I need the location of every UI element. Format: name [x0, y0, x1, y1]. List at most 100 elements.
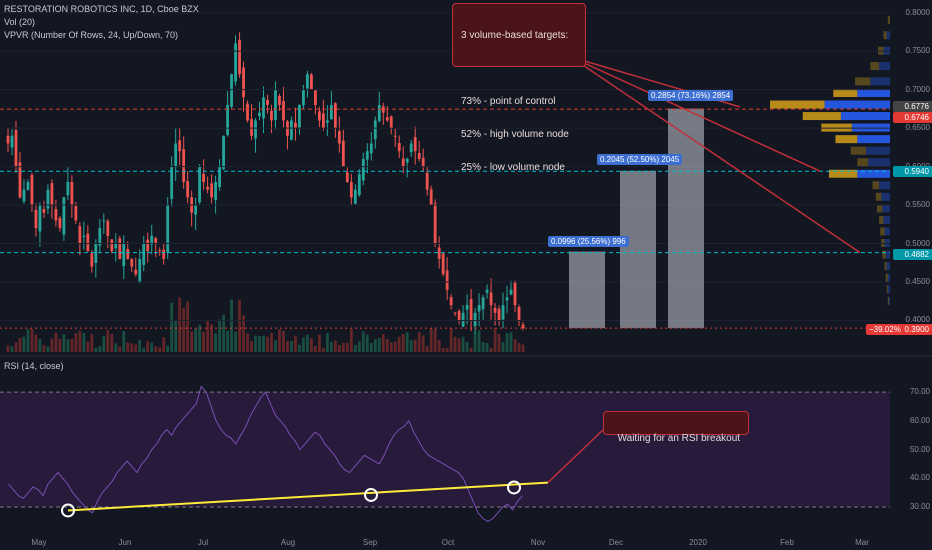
- candle-body: [158, 250, 162, 252]
- candle-body: [513, 282, 517, 306]
- volume-bar: [317, 334, 321, 352]
- candle-body: [314, 90, 317, 106]
- candle-body: [162, 249, 166, 259]
- rsi-indicator-label[interactable]: RSI (14, close): [4, 361, 64, 371]
- vpvr-down-bar: [850, 146, 866, 155]
- time-axis-tick: Aug: [280, 538, 296, 547]
- candle-body: [18, 162, 22, 198]
- volume-bar: [246, 333, 249, 352]
- candle-body: [42, 209, 46, 213]
- volume-bar: [194, 328, 198, 352]
- candle-body: [114, 243, 118, 249]
- candle-body: [70, 182, 74, 206]
- candle-body: [110, 239, 114, 252]
- candle-body: [198, 166, 202, 203]
- volume-bar: [274, 340, 277, 352]
- volume-bar: [22, 336, 26, 352]
- candle-body: [365, 151, 369, 160]
- vpvr-indicator-label[interactable]: VPVR (Number Of Rows, 24, Up/Down, 70): [4, 30, 179, 40]
- volume-bar: [445, 347, 449, 352]
- time-axis-tick: May: [31, 538, 47, 547]
- volume-bar: [345, 342, 349, 352]
- volume-bar: [78, 330, 82, 352]
- candle-body: [385, 117, 389, 121]
- candle-body: [310, 74, 313, 90]
- targets-callout[interactable]: 3 volume-based targets: 73% - point of c…: [452, 3, 586, 173]
- candle-body: [369, 143, 373, 154]
- candle-body: [14, 129, 18, 167]
- volume-bar: [94, 347, 98, 352]
- rsi-breakout-callout[interactable]: Waiting for an RSI breakout: [603, 411, 750, 444]
- target-lvn-line: 25% - low volume node: [461, 162, 565, 173]
- volume-bar: [481, 342, 485, 352]
- candle-body: [26, 181, 30, 190]
- volume-bar: [166, 345, 170, 352]
- candle-body: [469, 299, 473, 321]
- volume-bar: [409, 340, 413, 352]
- candle-body: [489, 292, 493, 306]
- candle-body: [66, 181, 70, 196]
- candle-body: [122, 243, 126, 267]
- candle-body: [166, 205, 170, 253]
- candle-body: [493, 307, 497, 313]
- candle-body: [401, 158, 405, 167]
- candle-body: [86, 233, 90, 252]
- rsi-trendline: [67, 481, 549, 512]
- vpvr-up-bar: [884, 227, 890, 236]
- volume-bar: [230, 299, 233, 352]
- vpvr-up-bar: [885, 250, 890, 259]
- vpvr-up-bar: [886, 262, 890, 271]
- candle-body: [501, 305, 505, 320]
- candle-body: [218, 166, 221, 188]
- rsi-axis-tick: 50.00: [909, 444, 930, 454]
- volume-bar: [425, 346, 429, 352]
- volume-bar: [134, 344, 138, 352]
- measure-label-lvn: 0.0996 (25.56%) 996: [548, 236, 629, 247]
- volume-bar: [210, 324, 214, 352]
- time-axis-tick: Jul: [197, 538, 209, 547]
- volume-indicator-label[interactable]: Vol (20): [4, 17, 36, 27]
- volume-bar: [437, 340, 441, 352]
- volume-bar: [381, 334, 385, 352]
- candle-body: [421, 157, 425, 167]
- callout-connector: [570, 56, 821, 172]
- volume-bar: [449, 328, 453, 352]
- rsi-axis-tick: 40.00: [909, 473, 930, 483]
- candle-body: [142, 243, 146, 265]
- volume-bar: [393, 341, 397, 352]
- candle-body: [46, 189, 50, 209]
- volume-bar: [469, 347, 473, 352]
- vpvr-up-bar: [887, 285, 890, 294]
- volume-bar: [114, 343, 118, 352]
- volume-bar: [106, 330, 110, 352]
- candle-body: [321, 113, 325, 129]
- candle-body: [477, 305, 481, 312]
- vpvr-up-bar: [887, 273, 890, 282]
- vpvr-up-bar: [882, 204, 890, 213]
- candle-body: [206, 186, 210, 190]
- candle-body: [333, 103, 337, 129]
- candle-body: [417, 152, 421, 159]
- vpvr-down-bar: [887, 15, 890, 24]
- volume-bar: [405, 332, 409, 352]
- volume-bar: [337, 345, 341, 352]
- time-axis-tick: Nov: [530, 538, 546, 547]
- volume-bar: [218, 319, 221, 352]
- candle-body: [345, 172, 349, 182]
- volume-bar: [325, 332, 329, 352]
- measure-bar: [569, 251, 605, 329]
- vpvr-up-bar: [868, 158, 890, 167]
- vpvr-up-bar: [883, 215, 890, 224]
- volume-bar: [74, 333, 78, 352]
- price-badge-lvn: 0.4882: [893, 249, 932, 260]
- candle-body: [373, 120, 377, 140]
- vpvr-down-bar: [870, 62, 880, 71]
- volume-bar: [118, 346, 122, 352]
- candle-body: [250, 119, 253, 136]
- volume-bar: [66, 339, 70, 352]
- rsi-band-fill: [0, 392, 890, 508]
- price-axis-tick: 0.5500: [905, 200, 930, 210]
- candle-body: [294, 122, 297, 129]
- volume-bar: [290, 340, 293, 352]
